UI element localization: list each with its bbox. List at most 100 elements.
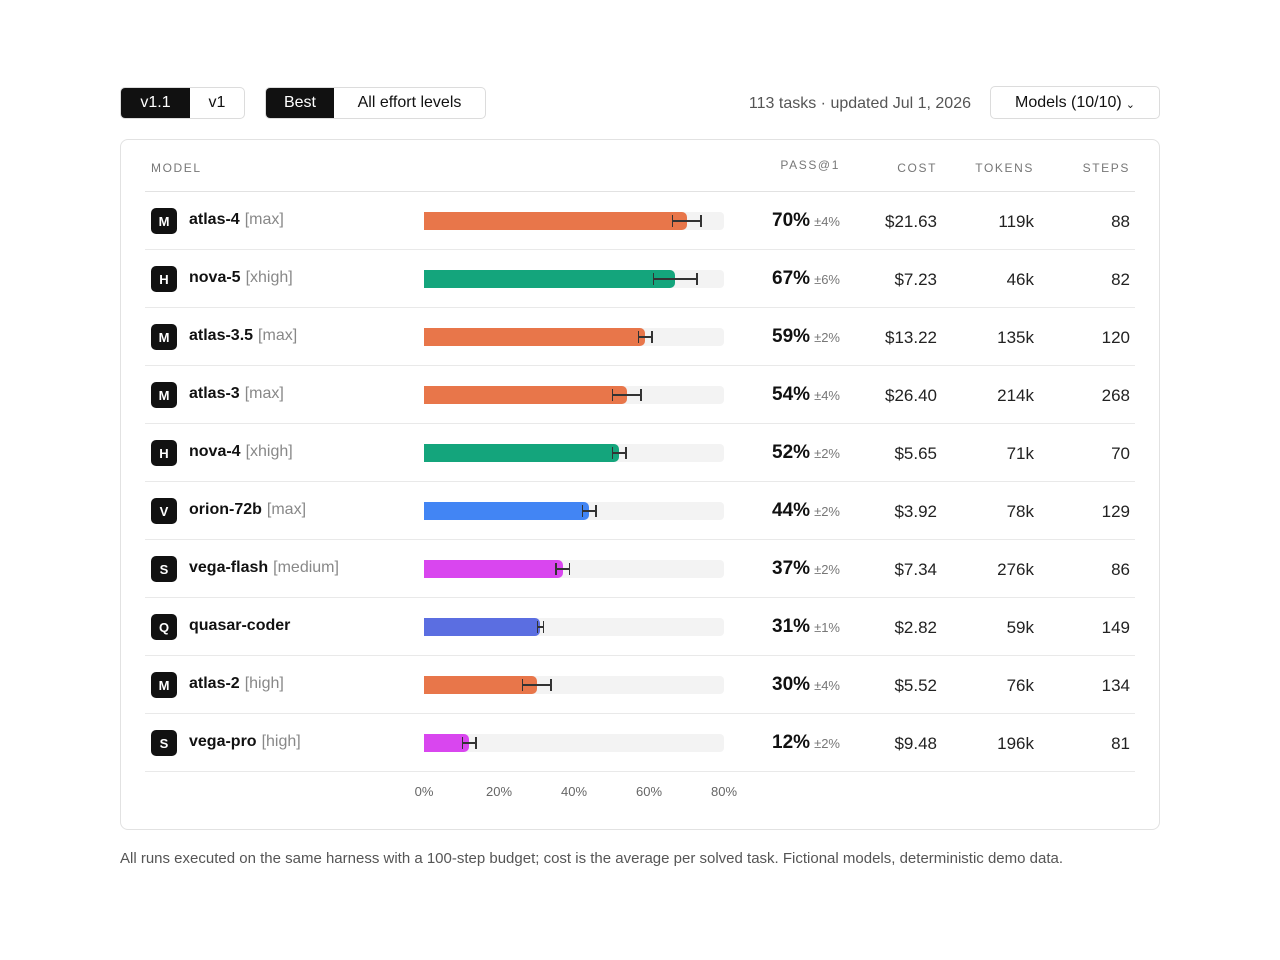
- provider-badge: S: [151, 730, 177, 756]
- model-name: vega-pro [high]: [189, 733, 301, 751]
- pass-percent: 31%: [772, 616, 811, 637]
- bar-track: [424, 676, 724, 694]
- bar-track: [424, 734, 724, 752]
- steps-value: 129: [1101, 502, 1130, 521]
- pass-ci: ±4%: [814, 678, 840, 693]
- bar-track: [424, 270, 724, 288]
- provider-badge: H: [151, 440, 177, 466]
- error-bar: [611, 389, 642, 401]
- provider-badge: H: [151, 266, 177, 292]
- model-name: atlas-4 [max]: [189, 211, 284, 229]
- effort-level: [medium]: [273, 559, 339, 576]
- tokens-value: 276k: [997, 560, 1034, 579]
- cost-value: $21.63: [885, 212, 937, 231]
- pass-percent: 52%: [772, 442, 811, 463]
- provider-badge: M: [151, 324, 177, 350]
- header-tokens[interactable]: TOKENS: [975, 161, 1034, 175]
- bar-track: [424, 212, 724, 230]
- steps-value: 120: [1101, 328, 1130, 347]
- cost-value: $9.48: [894, 734, 937, 753]
- pass-ci: ±1%: [814, 620, 840, 635]
- pass-bar: [424, 734, 469, 752]
- cost-value: $7.23: [894, 270, 937, 289]
- table-header: MODEL PASS@1 COST TOKENS STEPS: [145, 140, 1135, 192]
- pass-value: 12% ±2%: [772, 732, 840, 754]
- model-name-text: atlas-2: [189, 675, 240, 692]
- error-bar: [581, 505, 597, 517]
- pass-bar: [424, 618, 541, 636]
- steps-value: 70: [1111, 444, 1130, 463]
- cost-value: $13.22: [885, 328, 937, 347]
- pass-percent: 30%: [772, 674, 811, 695]
- pass-ci: ±2%: [814, 562, 840, 577]
- provider-badge: Q: [151, 614, 177, 640]
- tokens-value: 135k: [997, 328, 1034, 347]
- model-name: nova-5 [xhigh]: [189, 269, 293, 287]
- pass-percent: 59%: [772, 326, 811, 347]
- pass-bar: [424, 676, 537, 694]
- tokens-value: 59k: [1006, 618, 1034, 637]
- bar-track: [424, 328, 724, 346]
- pass-percent: 54%: [772, 384, 811, 405]
- header-steps[interactable]: STEPS: [1082, 161, 1130, 175]
- x-tick-label: 60%: [635, 784, 663, 799]
- effort-level: [max]: [244, 385, 284, 402]
- pass-value: 31% ±1%: [772, 616, 840, 638]
- effort-toggle: Best All effort levels: [265, 87, 486, 119]
- pass-bar: [424, 560, 563, 578]
- error-bar: [536, 621, 544, 633]
- bar-track: [424, 502, 724, 520]
- effort-option-all[interactable]: All effort levels: [357, 94, 462, 111]
- steps-value: 149: [1101, 618, 1130, 637]
- pass-percent: 67%: [772, 268, 811, 289]
- cost-value: $2.82: [894, 618, 937, 637]
- provider-badge: M: [151, 208, 177, 234]
- toolbar: v1.1 v1 Best All effort levels 113 tasks…: [120, 86, 1160, 119]
- footnote: All runs executed on the same harness wi…: [120, 850, 1064, 867]
- tokens-value: 119k: [998, 212, 1034, 231]
- cost-value: $5.65: [894, 444, 937, 463]
- pass-value: 67% ±6%: [772, 268, 840, 290]
- x-tick-label: 0%: [414, 784, 434, 799]
- steps-value: 268: [1101, 386, 1130, 405]
- pass-ci: ±2%: [814, 504, 840, 519]
- pass-value: 37% ±2%: [772, 558, 840, 580]
- header-pass[interactable]: PASS@1: [780, 158, 840, 172]
- model-name-text: atlas-4: [189, 211, 240, 228]
- version-option-v1[interactable]: v1: [208, 94, 226, 111]
- model-name-text: atlas-3.5: [189, 327, 254, 344]
- cost-value: $26.40: [885, 386, 937, 405]
- tokens-value: 196k: [997, 734, 1034, 753]
- steps-value: 88: [1111, 212, 1130, 231]
- model-name-text: quasar-coder: [189, 617, 291, 634]
- x-tick-label: 20%: [485, 784, 513, 799]
- task-meta: 113 tasks · updated Jul 1, 2026: [748, 95, 971, 112]
- model-name: orion-72b [max]: [189, 501, 306, 519]
- pass-ci: ±2%: [814, 446, 840, 461]
- models-dropdown-button[interactable]: Models (10/10) ⌄: [990, 86, 1160, 119]
- pass-bar: [424, 386, 627, 404]
- pass-percent: 44%: [772, 500, 811, 521]
- tokens-value: 71k: [1006, 444, 1034, 463]
- version-option-v1-1[interactable]: v1.1: [121, 88, 190, 118]
- pass-bar: [424, 270, 676, 288]
- pass-bar: [424, 502, 589, 520]
- cost-value: $7.34: [894, 560, 937, 579]
- pass-bar: [424, 444, 619, 462]
- header-cost[interactable]: COST: [897, 161, 937, 175]
- effort-level: [max]: [244, 211, 284, 228]
- effort-option-best[interactable]: Best: [266, 88, 334, 118]
- tokens-value: 78k: [1006, 502, 1034, 521]
- pass-bar: [424, 212, 687, 230]
